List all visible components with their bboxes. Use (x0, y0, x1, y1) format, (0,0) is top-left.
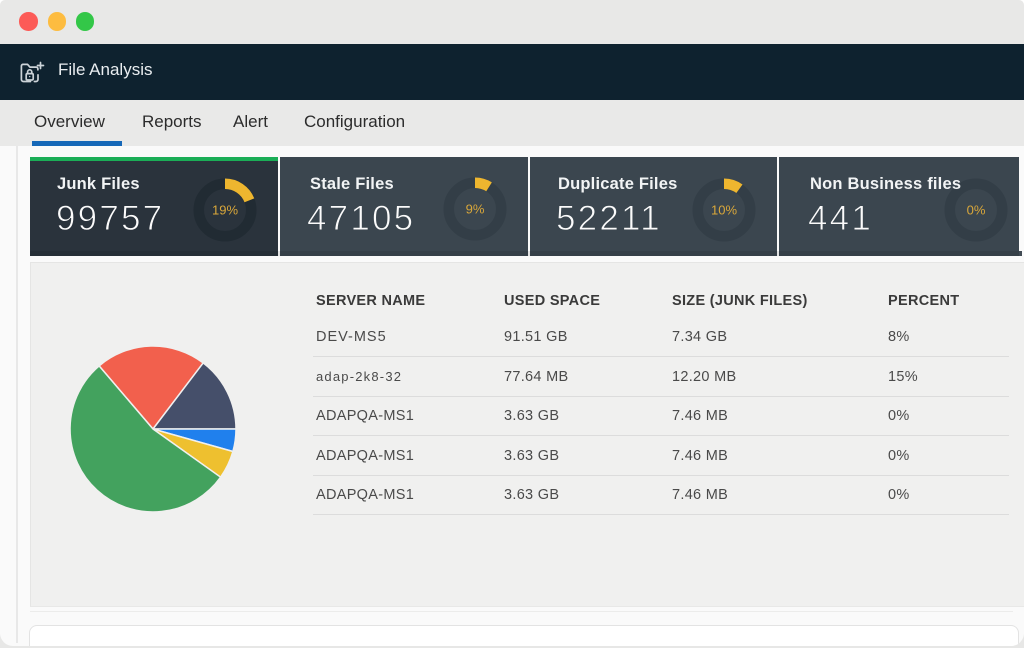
svg-text:19%: 19% (211, 202, 237, 217)
svg-text:0%: 0% (966, 203, 985, 218)
svg-text:9%: 9% (466, 202, 485, 217)
svg-text:10%: 10% (711, 202, 737, 217)
